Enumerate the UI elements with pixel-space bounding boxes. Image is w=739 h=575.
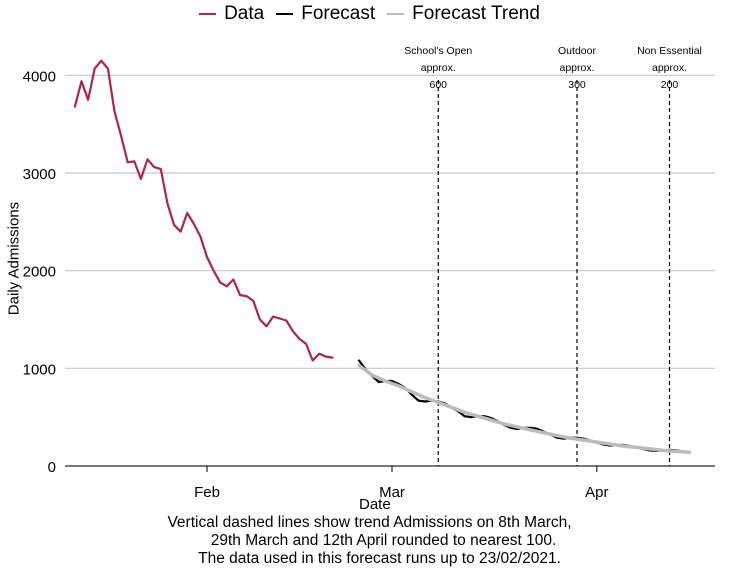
- annotation-label-1-line-2: approx.: [421, 62, 456, 74]
- y-tick-label-2000: 2000: [23, 264, 56, 281]
- caption-line-1: Vertical dashed lines show trend Admissi…: [167, 514, 572, 531]
- annotation-label-1-line-3: 600: [429, 79, 447, 91]
- x-tick-label-apr: Apr: [585, 484, 608, 501]
- gridlines: [65, 74, 715, 467]
- caption-line-3: The data used in this forecast runs up t…: [198, 550, 561, 567]
- y-axis-label: Daily Admissions: [5, 201, 23, 316]
- annotation-lines: [437, 80, 671, 466]
- legend: Data Forecast Forecast Trend: [0, 3, 739, 25]
- legend-label-forecast: Forecast: [301, 3, 376, 24]
- legend-swatch-data: [199, 13, 217, 15]
- y-tick-label-0: 0: [48, 459, 56, 476]
- x-axis-label: Date: [359, 496, 391, 513]
- series-line-data: [73, 59, 334, 362]
- legend-label-data: Data: [224, 3, 265, 24]
- annotation-label-3-line-1: Non Essential: [637, 45, 702, 57]
- annotation-label-2-line-2: approx.: [559, 62, 594, 74]
- legend-item-forecast-trend[interactable]: Forecast Trend: [387, 3, 540, 25]
- legend-item-forecast[interactable]: Forecast: [276, 3, 375, 25]
- annotation-label-3-line-3: 200: [661, 79, 679, 91]
- tick-labels: 0 1000 2000 3000 4000 Feb Mar Apr School's Open a…: [23, 45, 702, 501]
- annotation-label-2-line-1: Outdoor: [558, 45, 596, 57]
- series-line-forecast-trend: [357, 363, 692, 455]
- caption-line-2: 29th March and 12th April rounded to nea…: [210, 532, 557, 549]
- legend-item-data[interactable]: Data: [199, 3, 264, 25]
- annotation-label-3-line-2: approx.: [652, 62, 687, 74]
- annotation-label-2-line-3: 300: [568, 79, 586, 91]
- legend-label-forecast-trend: Forecast Trend: [412, 3, 540, 24]
- caption: Vertical dashed lines show trend Admissi…: [0, 514, 739, 568]
- x-tick-label-mar: Mar: [379, 484, 405, 501]
- legend-swatch-forecast-trend: [387, 13, 405, 15]
- axes: [65, 465, 715, 472]
- x-tick-label-feb: Feb: [194, 484, 220, 501]
- y-tick-label-1000: 1000: [23, 361, 56, 378]
- y-tick-label-3000: 3000: [23, 166, 56, 183]
- legend-swatch-forecast: [276, 13, 294, 15]
- series: [73, 59, 692, 455]
- y-tick-label-4000: 4000: [23, 68, 56, 85]
- series-line-forecast: [357, 359, 691, 454]
- annotation-label-1-line-1: School's Open: [404, 45, 472, 57]
